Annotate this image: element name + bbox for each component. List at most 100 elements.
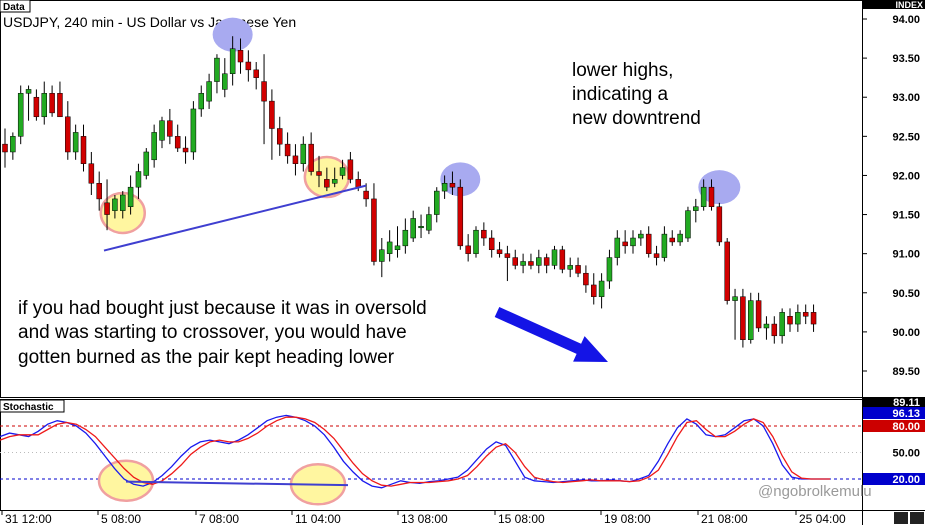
- candle-bull: [779, 312, 785, 337]
- candle-bear: [653, 253, 660, 258]
- candle-bull: [614, 237, 621, 258]
- candle-bull: [410, 218, 416, 239]
- stoch-value-tag: [863, 473, 925, 485]
- candle-bear: [755, 300, 762, 329]
- candle-bear: [716, 206, 723, 243]
- watermark: @ngobrolkemulu: [758, 483, 872, 500]
- candle-bull: [693, 206, 699, 211]
- candle-bear: [182, 147, 189, 153]
- candle-bear: [787, 315, 793, 325]
- candle-bear: [465, 245, 471, 254]
- warning-annotation: if you had bought just because it was in…: [18, 298, 427, 368]
- stochastic-tab-label: Stochastic: [3, 402, 54, 413]
- candle-bear: [512, 257, 518, 266]
- price-tick-label: 94.00: [892, 14, 920, 26]
- candle-bear: [80, 136, 87, 164]
- candle-bull: [214, 57, 220, 82]
- time-tick-label: 5 08:00: [101, 512, 141, 525]
- candle-bear: [622, 241, 628, 247]
- price-tick-label: 90.00: [892, 327, 920, 339]
- data-tab-label: Data: [3, 2, 25, 13]
- candle-bull: [120, 194, 126, 211]
- candle-bear: [355, 179, 361, 188]
- time-tick-label: 11 04:00: [295, 512, 341, 525]
- candle-bear: [488, 237, 495, 251]
- price-tick-label: 93.00: [892, 92, 920, 104]
- candle-bull: [598, 280, 605, 297]
- annotation-line-3: new downtrend: [572, 108, 701, 129]
- time-tick-label: 19 08:00: [604, 512, 651, 525]
- candle-bear: [645, 233, 652, 254]
- candle-bear: [802, 312, 809, 317]
- candle-bull: [72, 132, 79, 153]
- candle-bear: [2, 143, 8, 153]
- candle-bull: [473, 229, 479, 254]
- candle-bear: [583, 272, 589, 286]
- candle-bull: [135, 171, 142, 188]
- candle-bull: [685, 210, 691, 239]
- candle-bear: [457, 186, 464, 247]
- price-axis: 94.00 93.50 93.00 92.50 92.00 91.50 91.00 90.50…: [862, 14, 925, 409]
- candle-bull: [41, 93, 47, 118]
- annotation-line-1: lower highs,: [572, 60, 673, 81]
- price-tick-label: 93.50: [892, 53, 920, 65]
- swing-high-1-highlight: [212, 17, 253, 52]
- data-tab[interactable]: [0, 0, 31, 13]
- candle-bull: [402, 229, 409, 247]
- candle-bear: [174, 136, 181, 149]
- candle-bear: [284, 143, 291, 157]
- stoch-trendline: [125, 480, 349, 487]
- candle-bull: [229, 48, 236, 75]
- price-tick-label: 92.00: [892, 170, 920, 182]
- scroll-left-button[interactable]: [894, 512, 908, 524]
- index-tag: [863, 0, 925, 9]
- candle-bear: [316, 171, 322, 176]
- candle-bear: [543, 257, 550, 266]
- candle-bear: [49, 93, 55, 114]
- price-tick-label: 90.50: [892, 288, 920, 300]
- time-axis: 31 12:00 5 08:00 7 08:00 11 04:00 13 08:00 15…: [1, 510, 846, 526]
- candle-bull: [127, 186, 134, 207]
- candle-bull: [732, 296, 738, 301]
- price-tick-label: 91.50: [892, 210, 920, 222]
- price-tick-label: 92.50: [892, 131, 920, 143]
- candle-bear: [591, 284, 597, 297]
- stochastic-tab[interactable]: [0, 399, 65, 413]
- time-tick-label: 7 08:00: [199, 512, 239, 525]
- candle-bull: [606, 257, 613, 282]
- candle-bear: [669, 237, 675, 243]
- overlay-drawings: [103, 184, 608, 362]
- candle-bull: [630, 237, 636, 247]
- scroll-right-button[interactable]: [910, 512, 924, 524]
- candle-bear: [308, 143, 314, 172]
- candle-bull: [17, 93, 24, 137]
- candle-bull: [112, 198, 118, 211]
- candle-bull: [426, 214, 432, 231]
- stoch-value-label: 96.13: [892, 408, 920, 420]
- index-label: INDEX: [895, 0, 923, 10]
- candle-bear: [771, 323, 778, 337]
- stochastic-plot: [0, 414, 862, 506]
- candle-bull: [198, 93, 204, 110]
- stoch-value-label: 20.00: [892, 474, 920, 486]
- warning-line-1: if you had bought just because it was in…: [18, 298, 427, 319]
- downtrend-arrow: [494, 307, 608, 362]
- candle-bull: [795, 312, 801, 325]
- candle-bull: [763, 323, 770, 329]
- candle-bull: [441, 183, 448, 192]
- stoch-value-tag: [863, 407, 925, 419]
- candle-bull: [222, 73, 228, 90]
- candle-bear: [363, 190, 369, 200]
- candle-bull: [567, 265, 573, 270]
- candlesticks: [2, 36, 817, 348]
- time-tick-label: 13 08:00: [401, 512, 448, 525]
- candle-bull: [536, 257, 542, 266]
- warning-line-3: gotten burned as the pair kept heading l…: [18, 347, 395, 368]
- candle-bear: [237, 50, 244, 63]
- time-tick-label: 21 08:00: [701, 512, 748, 525]
- time-tick-label: 31 12:00: [5, 512, 52, 525]
- candle-bull: [300, 143, 307, 164]
